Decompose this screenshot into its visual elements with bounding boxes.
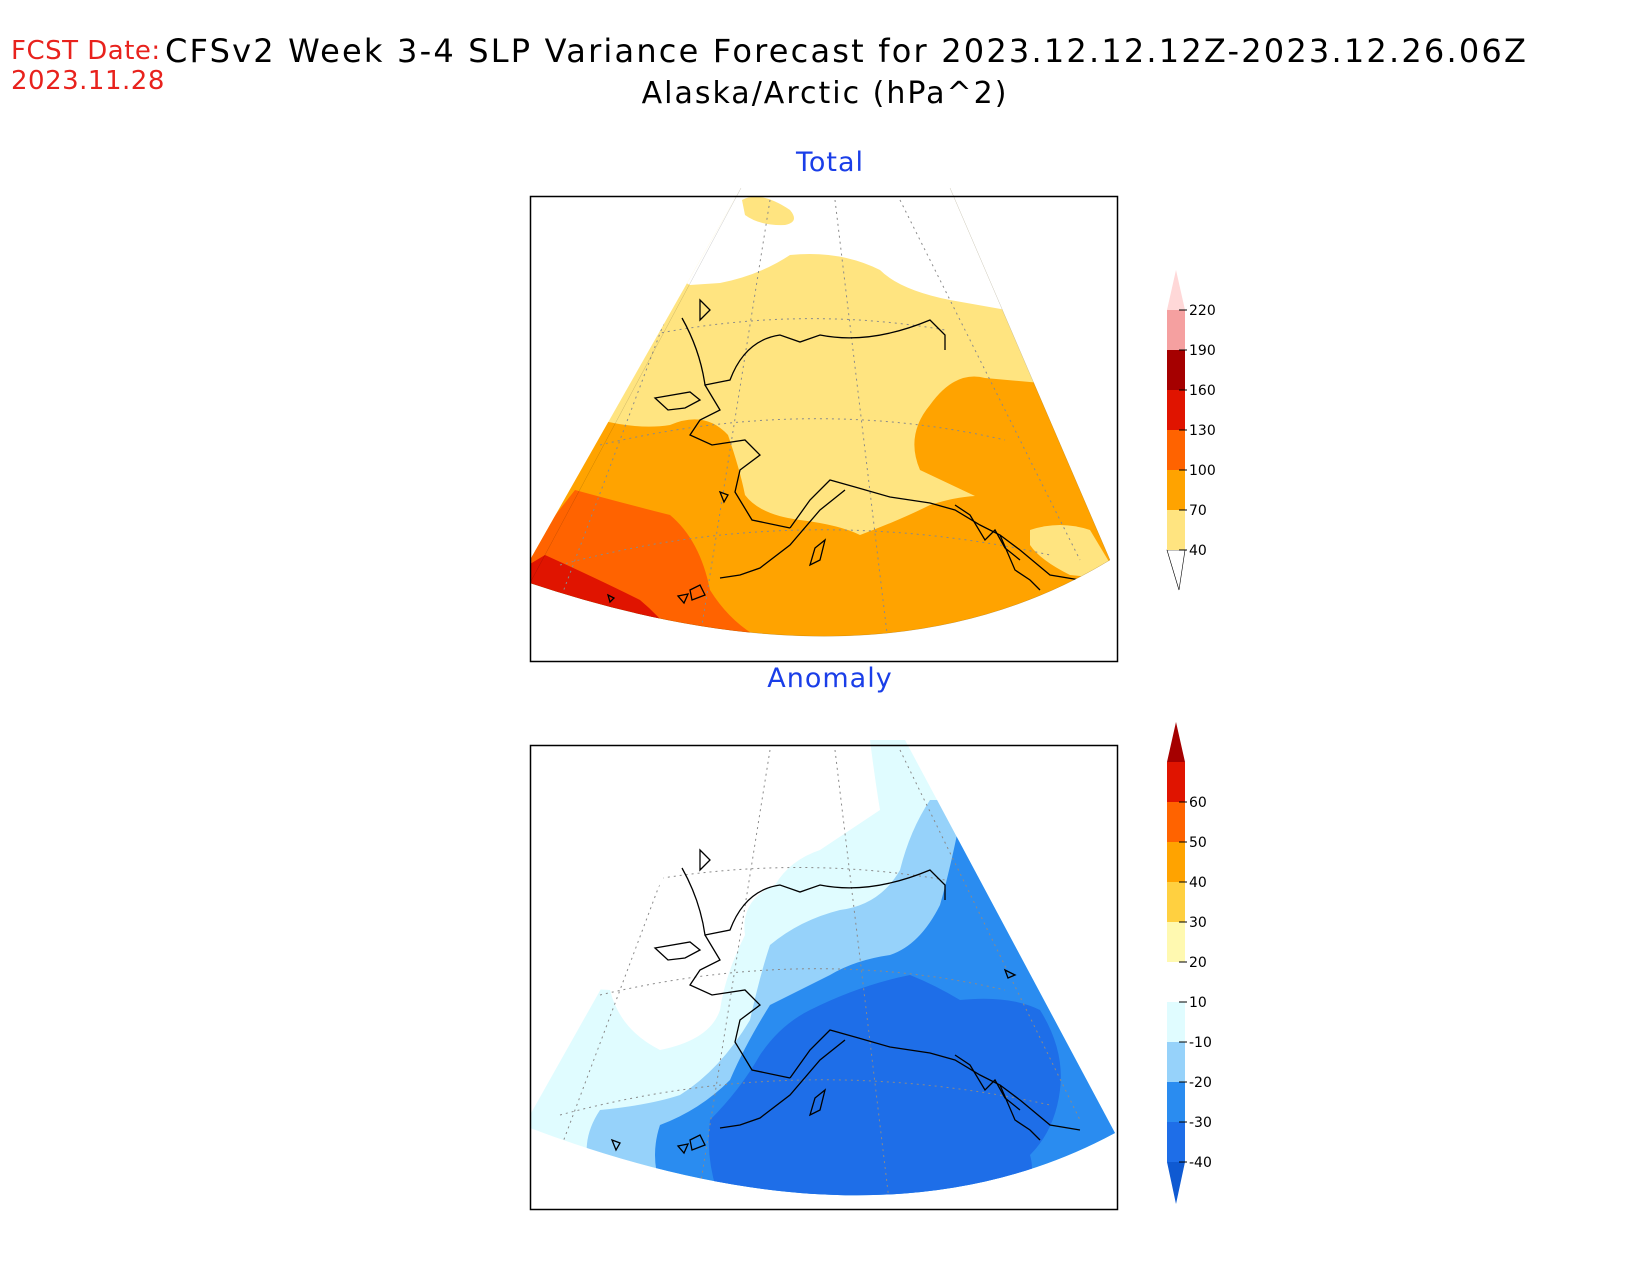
colorbar-below-extension (1166, 549, 1186, 591)
anomaly-coastline (610, 848, 1081, 1155)
fcst-date-label: FCST Date: (11, 36, 161, 66)
colorbar-box (1167, 802, 1185, 842)
total-map (529, 187, 1119, 663)
colorbar-box (1167, 1002, 1185, 1042)
colorbar-tick-label: -40 (1189, 1155, 1212, 1171)
colorbar-box (1167, 842, 1185, 882)
colorbar-tick-label: 10 (1189, 995, 1207, 1011)
total-colorbar: 40 70 100 130 160 190 220 (1166, 270, 1216, 591)
total-frame (529, 195, 1119, 663)
anomaly-panel-title: Anomaly (767, 663, 893, 694)
colorbar-box (1167, 470, 1185, 510)
colorbar-tick-label: 220 (1189, 303, 1216, 319)
total-panel-title: Total (795, 147, 865, 178)
colorbar-tick-label: 100 (1189, 463, 1216, 479)
colorbar-box (1167, 390, 1185, 430)
anomaly-frame (529, 744, 1119, 1211)
colorbar-box (1167, 922, 1185, 962)
shade-40-70-se (1030, 525, 1110, 580)
page-title: CFSv2 Week 3-4 SLP Variance Forecast for… (165, 32, 1529, 70)
colorbar-above-extension (1167, 722, 1185, 762)
colorbar-tick-label: -30 (1189, 1115, 1212, 1131)
colorbar-box (1167, 350, 1185, 390)
total-shading (530, 188, 1110, 637)
colorbar-above-extension (1167, 270, 1185, 310)
total-coastline (606, 298, 1081, 605)
shade-40-70-north (742, 196, 794, 226)
page-subtitle: Alaska/Arctic (hPa^2) (641, 76, 1009, 111)
colorbar-box (1167, 510, 1185, 550)
colorbar-tick-label: 190 (1189, 343, 1216, 359)
anomaly-colorbar: -40 -30 -20 -10 10 20 30 40 50 60 (1167, 722, 1212, 1204)
colorbar-tick-label: -20 (1189, 1075, 1212, 1091)
colorbar-box (1167, 1042, 1185, 1082)
total-sector-outline (529, 187, 1111, 637)
total-graticule (559, 199, 1081, 637)
colorbar-tick-label: 30 (1189, 915, 1207, 931)
colorbar-tick-label: 160 (1189, 383, 1216, 399)
colorbar-box (1167, 762, 1185, 802)
colorbar-box (1167, 430, 1185, 470)
colorbar-box (1167, 310, 1185, 350)
colorbar-tick-label: 50 (1189, 835, 1207, 851)
colorbar-tick-label: 20 (1189, 955, 1207, 971)
colorbar-tick-label: 60 (1189, 795, 1207, 811)
colorbar-tick-label: 130 (1189, 423, 1216, 439)
anomaly-map (529, 740, 1119, 1211)
fcst-date-value: 2023.11.28 (11, 66, 165, 96)
colorbar-box (1167, 882, 1185, 922)
colorbar-tick-label: 40 (1189, 543, 1207, 559)
anomaly-graticule (559, 749, 1081, 1196)
colorbar-tick-label: 70 (1189, 503, 1207, 519)
colorbar-tick-label: 40 (1189, 875, 1207, 891)
colorbar-box (1167, 962, 1185, 1002)
colorbar-box (1167, 1122, 1185, 1162)
anomaly-shading (530, 740, 1115, 1196)
colorbar-box (1167, 1082, 1185, 1122)
shade-below-40 (708, 975, 1061, 1196)
colorbar-below-extension (1167, 1162, 1185, 1204)
colorbar-tick-label: -10 (1189, 1035, 1212, 1051)
